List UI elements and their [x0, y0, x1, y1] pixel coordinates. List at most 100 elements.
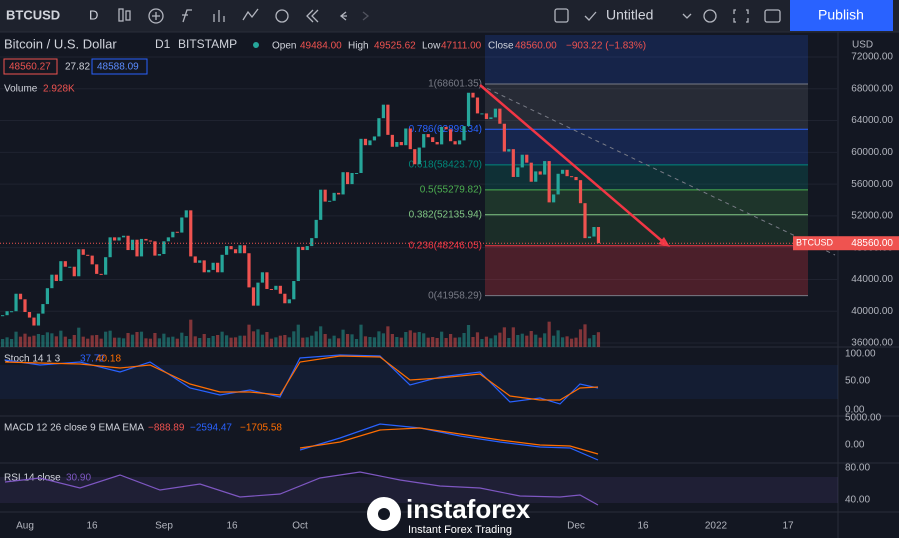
volume-bar: [574, 337, 578, 347]
candle: [144, 238, 148, 241]
replay-icon[interactable]: [306, 9, 319, 23]
settings-icon[interactable]: [703, 9, 717, 23]
candle: [390, 134, 394, 147]
volume-bar: [498, 332, 502, 347]
volume-bar: [9, 339, 14, 347]
candle: [386, 104, 390, 135]
volume-bar: [23, 333, 27, 347]
candle: [417, 147, 421, 165]
compare-icon[interactable]: [242, 8, 259, 21]
publish-button[interactable]: [790, 0, 893, 31]
candle: [121, 235, 126, 238]
volume-bar: [202, 334, 206, 347]
candle: [72, 266, 76, 277]
publish-label[interactable]: Publish: [818, 7, 864, 23]
volume-bar: [283, 335, 287, 347]
candle: [413, 149, 417, 165]
expand-icon[interactable]: [733, 9, 749, 23]
arrow-head: [658, 237, 670, 247]
fx-icon[interactable]: [182, 9, 192, 23]
volume-bar: [242, 335, 247, 347]
volume-bar: [184, 336, 188, 347]
candle: [471, 92, 475, 98]
candle: [95, 264, 99, 274]
volume-bar: [104, 331, 108, 347]
candle: [23, 299, 27, 313]
volume-bar: [305, 337, 309, 347]
volume-bar: [578, 329, 583, 347]
candle: [189, 210, 193, 257]
candle: [41, 304, 45, 314]
volume-bar: [341, 329, 345, 347]
x-tick-label: 2022: [705, 521, 728, 532]
layout-name[interactable]: Untitled: [606, 7, 653, 23]
candle: [489, 117, 493, 119]
volume-bar: [95, 335, 99, 347]
candle: [431, 137, 435, 143]
cloud-icon[interactable]: [584, 11, 597, 21]
volume-bar: [117, 337, 121, 347]
candle: [354, 172, 359, 174]
alert-icon[interactable]: [275, 9, 289, 23]
candle: [229, 246, 233, 250]
redo-icon[interactable]: [362, 11, 370, 21]
symbol[interactable]: BTCUSD: [6, 7, 60, 22]
volume-bar: [121, 338, 126, 347]
candle: [99, 273, 103, 275]
fullscreen-box[interactable]: [554, 8, 569, 23]
candle: [368, 140, 372, 146]
volume-bar: [77, 327, 81, 347]
volume-bar: [14, 331, 18, 347]
undo-icon[interactable]: [339, 11, 347, 21]
volume-bar: [108, 330, 112, 347]
dropdown[interactable]: [682, 13, 692, 19]
candle: [9, 311, 14, 313]
candle: [323, 189, 327, 202]
candle: [574, 176, 578, 181]
volume-bar: [256, 329, 260, 347]
x-tick-label: Sep: [155, 521, 173, 532]
candle-icon[interactable]: [125, 10, 131, 21]
templates-icon[interactable]: [213, 10, 225, 22]
volume-bar: [381, 333, 385, 347]
stoch-tick: 0.00: [845, 405, 865, 416]
candle: [139, 238, 144, 257]
candle: [377, 118, 381, 137]
volume-bar: [247, 324, 251, 347]
volume-bar: [157, 338, 161, 347]
volume-bar: [354, 339, 359, 347]
candle: [162, 241, 166, 255]
volume-bar: [220, 331, 224, 347]
y-tick-label: 72000.00: [851, 52, 893, 63]
indicator-icon[interactable]: [148, 8, 164, 24]
volume-bar: [422, 333, 426, 347]
volume-bar: [337, 338, 341, 347]
volume-bar: [189, 319, 193, 347]
stoch-d: [4, 355, 599, 401]
volume-bar: [86, 338, 90, 347]
volume-bar: [314, 331, 318, 347]
candle: [502, 123, 506, 152]
volume-bar: [534, 334, 538, 347]
volume-bar: [556, 330, 560, 347]
candle: [166, 237, 170, 242]
candle: [77, 249, 81, 277]
volume-bar: [547, 321, 551, 347]
volume-bar: [233, 337, 238, 347]
bid-box: [3, 58, 58, 75]
volume-bar: [417, 332, 421, 347]
candle-icon[interactable]: [118, 8, 124, 22]
volume-bar: [135, 332, 139, 347]
legend-text: 27.82: [65, 62, 90, 73]
volume-bar: [511, 327, 515, 347]
volume-bar: [50, 333, 54, 347]
candle: [525, 154, 529, 163]
volume-bar: [440, 331, 444, 347]
snapshot-icon[interactable]: [764, 9, 781, 23]
interval[interactable]: D: [89, 7, 98, 22]
volume-bar: [471, 337, 475, 347]
candle: [225, 246, 229, 255]
volume-bar: [27, 336, 32, 347]
volume-bar: [592, 335, 596, 347]
fib-zone: [485, 129, 808, 165]
